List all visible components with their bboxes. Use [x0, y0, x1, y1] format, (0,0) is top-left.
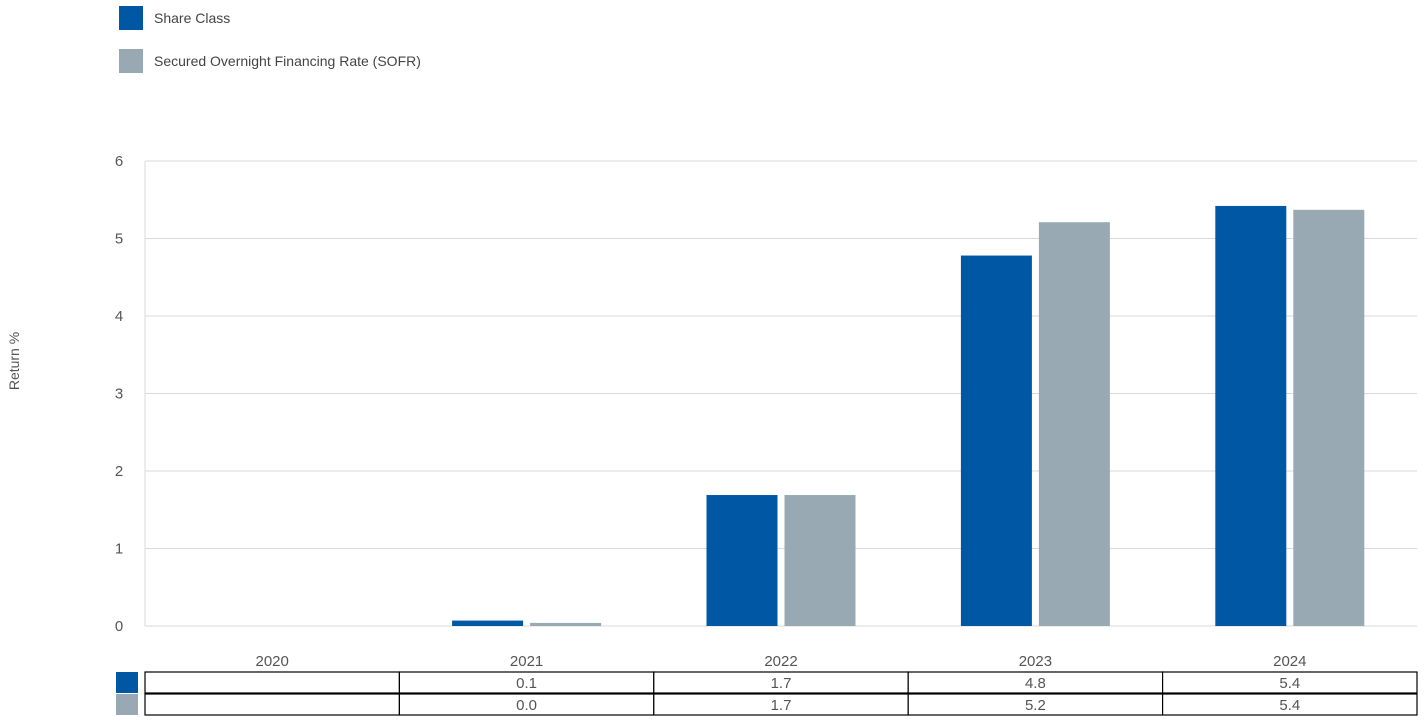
y-tick-label: 1	[115, 541, 123, 558]
table-cell-value: 1.7	[771, 675, 792, 692]
x-tick-labels: 2020 2021 2022 2023 2024	[256, 653, 1307, 670]
bar-share-class-2024	[1215, 205, 1287, 626]
bar-sofr-2024	[1293, 209, 1365, 626]
bar-sofr-2021	[530, 622, 602, 626]
y-tick-label: 4	[115, 308, 123, 325]
legend-swatch-share-class	[119, 6, 143, 30]
table-swatch-share-class	[116, 672, 138, 693]
x-tick-label: 2020	[256, 653, 289, 670]
table-cell-value: 0.0	[516, 697, 537, 714]
table-cell	[144, 693, 400, 716]
bars	[452, 205, 1365, 627]
x-tick-label: 2021	[510, 653, 543, 670]
legend-swatch-sofr	[119, 49, 143, 73]
table-cell-value: 0.1	[516, 675, 537, 692]
legend-label-share-class: Share Class	[154, 10, 231, 26]
bar-sofr-2023	[1038, 222, 1110, 626]
x-tick-label: 2024	[1273, 653, 1306, 670]
table-cell	[144, 671, 400, 694]
x-tick-label: 2023	[1019, 653, 1052, 670]
table-cell-value: 5.4	[1279, 697, 1300, 714]
y-tick-labels: 0 1 2 3 4 5 6	[115, 153, 123, 635]
table-cell-value: 1.7	[771, 697, 792, 714]
y-tick-label: 2	[115, 463, 123, 480]
y-tick-label: 5	[115, 231, 123, 248]
bar-share-class-2021	[452, 620, 524, 626]
legend-label-sofr: Secured Overnight Financing Rate (SOFR)	[154, 53, 421, 69]
table-swatch-sofr	[116, 694, 138, 715]
y-tick-label: 3	[115, 386, 123, 403]
data-table: 0.1 1.7 4.8 5.4 0.0 1.7 5.2 5.4	[116, 671, 1418, 716]
bar-share-class-2022	[706, 495, 778, 626]
legend-item-sofr: Secured Overnight Financing Rate (SOFR)	[119, 49, 421, 73]
table-cell-value: 5.4	[1279, 675, 1300, 692]
y-axis-label: Return %	[6, 332, 22, 390]
table-cell	[1161, 671, 1418, 694]
grid-lines	[144, 160, 1417, 627]
bar-share-class-2023	[960, 255, 1032, 627]
bar-sofr-2022	[784, 495, 856, 626]
table-cell-value: 4.8	[1025, 675, 1046, 692]
x-tick-label: 2022	[764, 653, 797, 670]
y-tick-label: 0	[115, 618, 123, 635]
table-cell-value: 5.2	[1025, 697, 1046, 714]
y-tick-label: 6	[115, 153, 123, 170]
table-cell	[1161, 693, 1418, 716]
legend-item-share-class: Share Class	[119, 6, 231, 30]
